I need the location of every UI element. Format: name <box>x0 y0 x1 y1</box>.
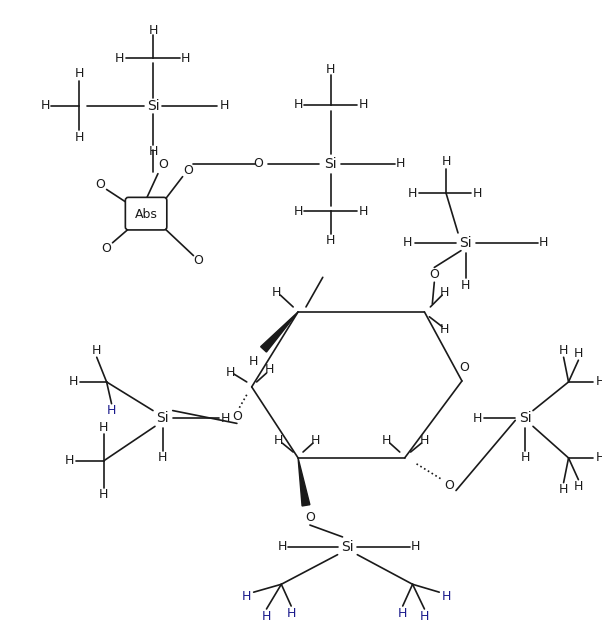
Text: H: H <box>99 421 108 434</box>
Text: O: O <box>429 268 439 281</box>
Text: H: H <box>326 62 335 75</box>
Text: H: H <box>92 344 101 357</box>
Text: H: H <box>420 610 429 623</box>
Text: H: H <box>293 98 303 111</box>
Text: H: H <box>220 412 230 425</box>
Text: H: H <box>115 52 124 65</box>
Text: H: H <box>595 452 602 464</box>
Text: H: H <box>272 286 281 299</box>
Text: H: H <box>64 454 74 467</box>
FancyBboxPatch shape <box>125 198 167 230</box>
Text: H: H <box>158 452 167 464</box>
Polygon shape <box>298 458 310 506</box>
Text: H: H <box>439 286 449 299</box>
Text: Si: Si <box>157 411 169 425</box>
Text: O: O <box>459 360 469 374</box>
Text: H: H <box>107 404 116 417</box>
Text: O: O <box>305 511 315 524</box>
Text: H: H <box>382 433 392 447</box>
Text: Si: Si <box>519 411 532 425</box>
Text: H: H <box>473 187 482 200</box>
Text: H: H <box>274 433 283 447</box>
Text: H: H <box>520 452 530 464</box>
Text: H: H <box>278 540 287 554</box>
Text: H: H <box>41 99 50 112</box>
Text: Si: Si <box>341 540 354 554</box>
Text: H: H <box>359 204 368 218</box>
Text: H: H <box>461 279 471 292</box>
Text: H: H <box>595 376 602 389</box>
Text: H: H <box>69 376 78 389</box>
Text: H: H <box>74 67 84 81</box>
Text: H: H <box>99 488 108 501</box>
Text: H: H <box>265 362 274 376</box>
Text: H: H <box>311 433 320 447</box>
Text: H: H <box>148 145 158 159</box>
Text: H: H <box>574 347 583 360</box>
Text: H: H <box>473 412 482 425</box>
Text: H: H <box>181 52 190 65</box>
Text: H: H <box>359 98 368 111</box>
Text: H: H <box>326 234 335 247</box>
Text: H: H <box>398 608 408 620</box>
Polygon shape <box>261 312 298 352</box>
Text: H: H <box>249 355 258 368</box>
Text: H: H <box>420 433 429 447</box>
Text: Abs: Abs <box>135 208 158 221</box>
Text: H: H <box>403 237 412 249</box>
Text: Si: Si <box>459 236 472 250</box>
Text: O: O <box>158 159 168 171</box>
Text: H: H <box>441 589 451 603</box>
Text: O: O <box>96 178 105 191</box>
Text: O: O <box>193 254 203 267</box>
Text: H: H <box>574 480 583 493</box>
Text: H: H <box>242 589 252 603</box>
Text: H: H <box>287 608 296 620</box>
Text: H: H <box>408 187 417 200</box>
Text: H: H <box>439 323 449 336</box>
Text: O: O <box>253 157 264 170</box>
Text: H: H <box>225 365 235 379</box>
Text: Si: Si <box>147 99 160 113</box>
Text: H: H <box>293 204 303 218</box>
Text: O: O <box>184 164 193 177</box>
Text: H: H <box>559 344 568 357</box>
Text: H: H <box>559 483 568 496</box>
Text: H: H <box>396 157 405 170</box>
Text: O: O <box>102 242 111 255</box>
Text: H: H <box>74 131 84 143</box>
Text: O: O <box>232 410 242 423</box>
Text: H: H <box>539 237 548 249</box>
Text: H: H <box>441 155 451 169</box>
Text: H: H <box>411 540 420 554</box>
Text: Si: Si <box>324 157 337 171</box>
Text: O: O <box>444 479 454 492</box>
Text: H: H <box>262 610 271 623</box>
Text: H: H <box>148 24 158 37</box>
Text: H: H <box>219 99 229 112</box>
